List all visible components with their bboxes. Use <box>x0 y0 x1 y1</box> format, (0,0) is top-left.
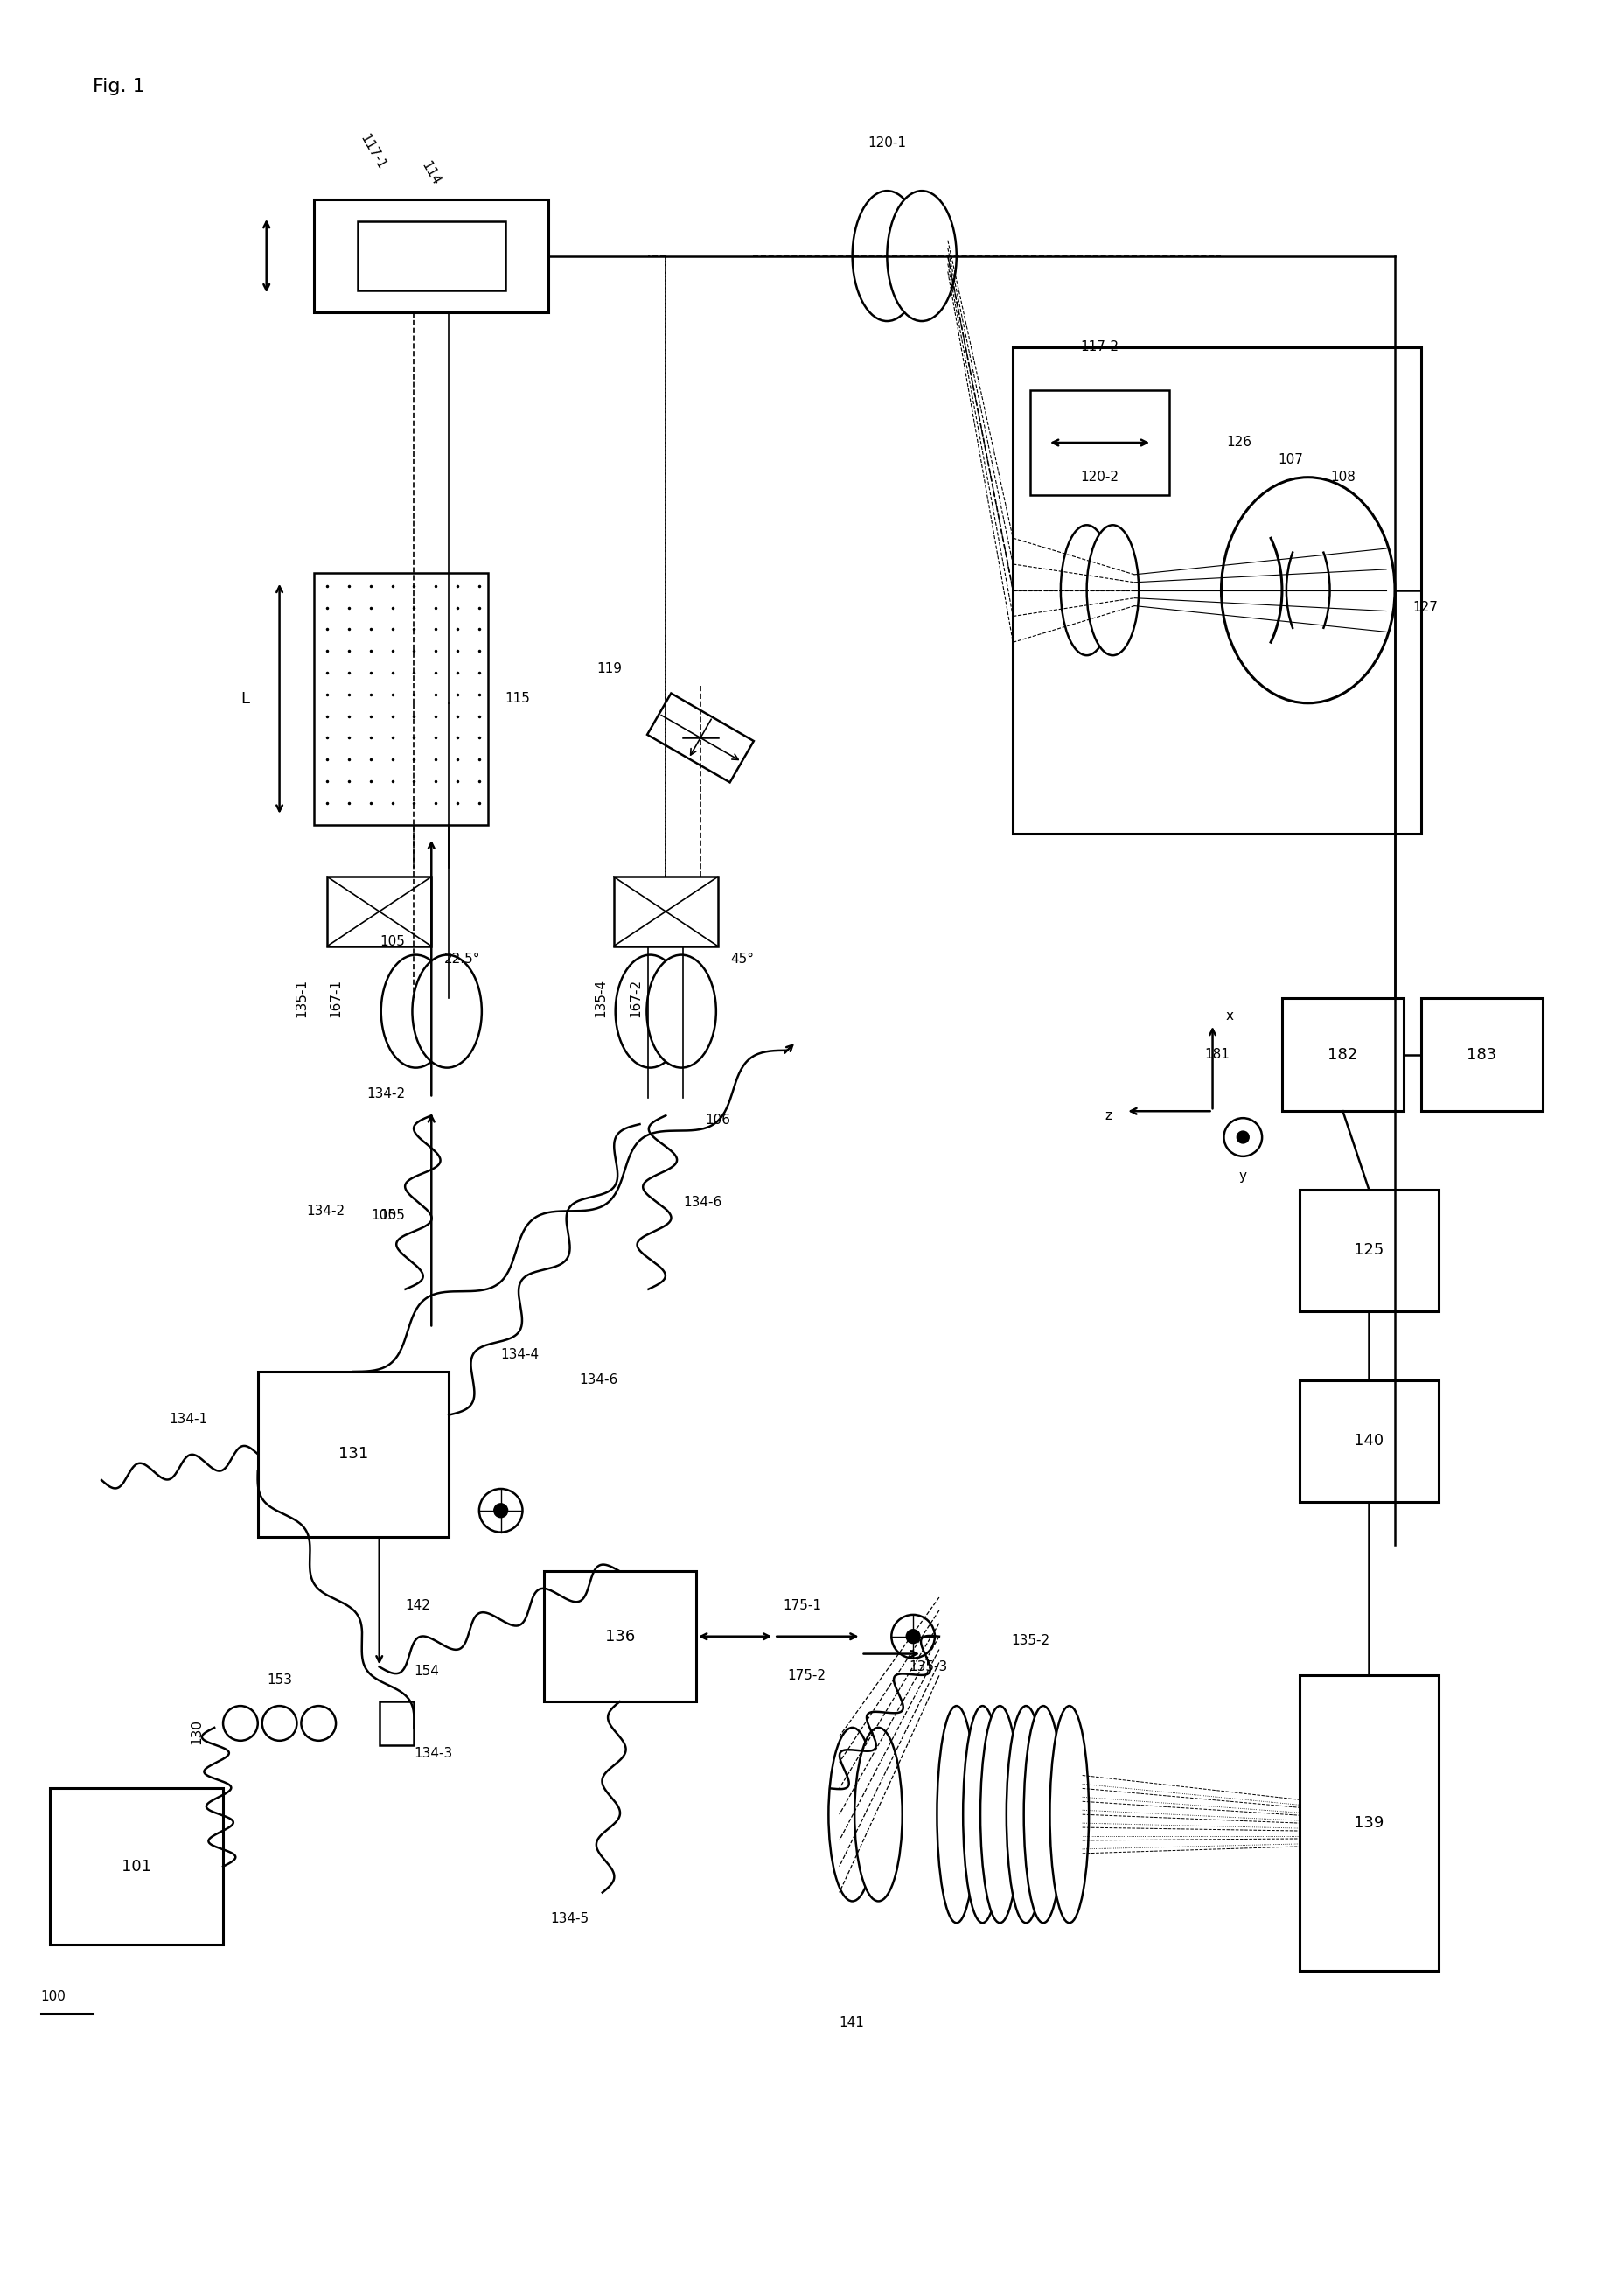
Text: y: y <box>1239 1170 1246 1182</box>
Ellipse shape <box>646 954 716 1068</box>
Text: 134-2: 134-2 <box>367 1086 404 1100</box>
Circle shape <box>300 1705 336 1740</box>
Bar <box>544 1571 695 1701</box>
Text: 154: 154 <box>414 1664 438 1678</box>
Ellipse shape <box>979 1705 1018 1924</box>
Text: 134-6: 134-6 <box>682 1195 721 1209</box>
Text: 105: 105 <box>380 1209 404 1223</box>
Text: 120-1: 120-1 <box>867 137 906 150</box>
Ellipse shape <box>828 1728 875 1901</box>
Text: 131: 131 <box>338 1446 369 1462</box>
Bar <box>313 574 487 824</box>
Text: 126: 126 <box>1224 437 1250 449</box>
Text: 139: 139 <box>1353 1815 1384 1831</box>
Text: 134-2: 134-2 <box>305 1205 344 1218</box>
Ellipse shape <box>937 1705 976 1924</box>
Text: 119: 119 <box>596 663 622 674</box>
Ellipse shape <box>1005 1705 1044 1924</box>
Text: 135-3: 135-3 <box>908 1660 947 1674</box>
Text: Fig. 1: Fig. 1 <box>93 77 145 96</box>
Text: L: L <box>240 690 248 706</box>
Ellipse shape <box>1221 478 1393 704</box>
Bar <box>1299 1380 1437 1503</box>
Bar <box>1281 997 1403 1111</box>
Text: 120-2: 120-2 <box>1080 471 1119 485</box>
Ellipse shape <box>615 954 684 1068</box>
Bar <box>378 1701 414 1744</box>
Circle shape <box>892 1614 934 1658</box>
Text: 134-6: 134-6 <box>578 1373 617 1387</box>
Text: 114: 114 <box>417 159 442 187</box>
Text: 107: 107 <box>1278 453 1302 467</box>
Circle shape <box>906 1630 919 1644</box>
Bar <box>1299 1676 1437 1970</box>
Text: 105: 105 <box>372 1209 396 1223</box>
Text: 135-4: 135-4 <box>594 979 607 1018</box>
Text: 117-2: 117-2 <box>1080 342 1119 353</box>
Ellipse shape <box>1060 526 1112 656</box>
Text: z: z <box>1104 1109 1111 1123</box>
Text: 183: 183 <box>1466 1047 1496 1063</box>
Text: 167-1: 167-1 <box>330 979 343 1018</box>
Bar <box>258 1371 448 1537</box>
Text: 45°: 45° <box>731 952 754 965</box>
Circle shape <box>261 1705 297 1740</box>
Text: 106: 106 <box>705 1113 731 1127</box>
Text: x: x <box>1226 1009 1233 1022</box>
Bar <box>326 877 430 947</box>
Text: 105: 105 <box>380 936 404 950</box>
Circle shape <box>1223 1118 1262 1157</box>
Bar <box>357 221 505 291</box>
Text: 175-1: 175-1 <box>783 1598 822 1612</box>
Ellipse shape <box>1049 1705 1088 1924</box>
Circle shape <box>222 1705 258 1740</box>
Text: 142: 142 <box>404 1598 430 1612</box>
Bar <box>313 200 549 312</box>
Ellipse shape <box>1086 526 1138 656</box>
Text: 181: 181 <box>1203 1047 1229 1061</box>
Text: 125: 125 <box>1353 1243 1384 1257</box>
Bar <box>49 1787 222 1945</box>
Ellipse shape <box>382 954 450 1068</box>
Text: 22.5°: 22.5° <box>445 952 481 965</box>
Text: 182: 182 <box>1327 1047 1358 1063</box>
Text: 108: 108 <box>1330 471 1354 485</box>
Text: 134-5: 134-5 <box>551 1913 588 1924</box>
Text: 140: 140 <box>1353 1432 1384 1448</box>
Ellipse shape <box>963 1705 1002 1924</box>
Text: 135-1: 135-1 <box>294 979 307 1018</box>
Ellipse shape <box>412 954 481 1068</box>
Text: 130: 130 <box>190 1719 203 1744</box>
Ellipse shape <box>887 191 957 321</box>
Circle shape <box>1236 1132 1249 1143</box>
Text: 117-1: 117-1 <box>357 132 388 171</box>
Bar <box>1299 1189 1437 1312</box>
Text: 153: 153 <box>266 1674 292 1687</box>
Text: 127: 127 <box>1411 601 1437 615</box>
Circle shape <box>494 1503 507 1516</box>
Text: 136: 136 <box>604 1628 635 1644</box>
Polygon shape <box>646 692 754 783</box>
Ellipse shape <box>853 191 921 321</box>
Ellipse shape <box>1023 1705 1062 1924</box>
Bar <box>614 877 718 947</box>
Bar <box>1419 997 1541 1111</box>
Text: 175-2: 175-2 <box>788 1669 825 1683</box>
Text: 100: 100 <box>41 1990 67 2004</box>
Bar <box>1030 392 1169 494</box>
Text: 167-2: 167-2 <box>628 979 641 1018</box>
Text: 134-1: 134-1 <box>169 1412 208 1425</box>
Text: 141: 141 <box>840 2015 864 2029</box>
Text: 135-2: 135-2 <box>1010 1635 1049 1646</box>
Ellipse shape <box>854 1728 901 1901</box>
Text: 115: 115 <box>505 692 529 706</box>
Text: 101: 101 <box>122 1858 151 1874</box>
Bar <box>1012 346 1419 833</box>
Text: 134-3: 134-3 <box>414 1746 453 1760</box>
Text: 134-4: 134-4 <box>500 1348 539 1362</box>
Circle shape <box>479 1489 523 1532</box>
